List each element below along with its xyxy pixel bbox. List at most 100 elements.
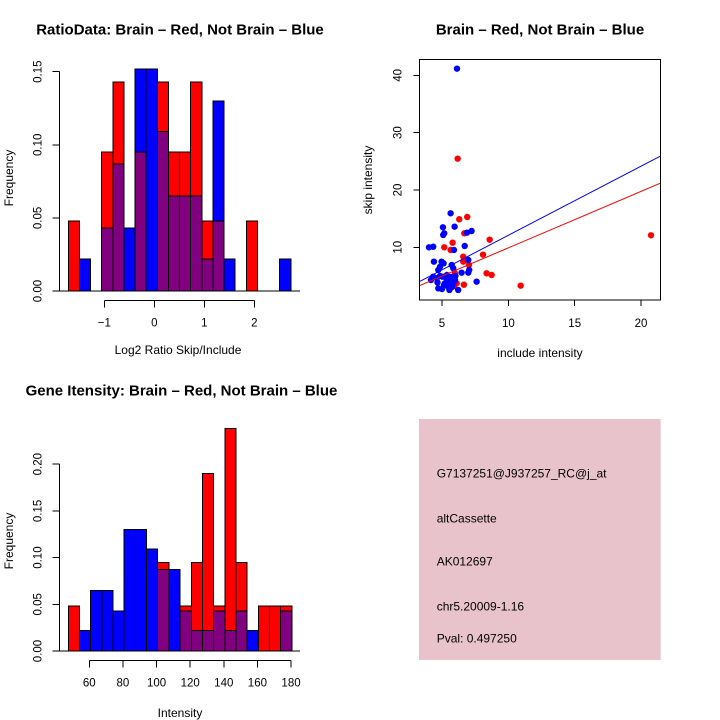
bar-not-brain — [146, 548, 159, 652]
scatter-plot-box — [418, 58, 661, 301]
bar-overlap — [167, 195, 181, 292]
point-brain — [464, 213, 471, 221]
probe-id-text: G7137251@J937257_RC@j_at — [437, 466, 607, 480]
bar-brain — [67, 220, 80, 292]
ratio-histogram-ylabel: Frequency — [2, 150, 16, 207]
x-tick-label: 180 — [281, 678, 300, 690]
bar-not-brain — [101, 589, 114, 652]
point-not-brain — [438, 285, 446, 293]
point-brain — [456, 216, 463, 223]
point-not-brain — [465, 269, 472, 276]
accession-text: AK012697 — [437, 555, 493, 569]
bar-overlap — [156, 131, 169, 292]
bar-not-brain — [223, 258, 236, 292]
point-not-brain — [458, 269, 465, 276]
y-tick-label: 0.15 — [33, 61, 45, 83]
bar-overlap — [212, 220, 225, 292]
point-not-brain — [473, 278, 480, 285]
point-brain — [647, 232, 655, 239]
bar-overlap — [201, 258, 214, 292]
bar-brain — [245, 220, 258, 292]
bar-overlap — [179, 195, 192, 292]
point-not-brain — [439, 224, 447, 231]
point-not-brain — [454, 286, 462, 294]
bar-brain — [224, 428, 237, 652]
intensity-histogram-xlabel: Intensity — [158, 706, 203, 720]
bar-overlap — [201, 629, 215, 652]
x-tick-label: 100 — [147, 678, 166, 690]
point-brain — [479, 251, 487, 258]
ratio-histogram-panel: RatioData: Brain – Red, Not Brain – Blue… — [2, 22, 324, 358]
fit-line-not-brain — [419, 155, 661, 283]
y-tick-label: 0.05 — [33, 207, 45, 229]
ratio-histogram-bars — [67, 68, 292, 292]
point-brain — [488, 271, 495, 279]
x-tick-label: 2 — [251, 318, 257, 330]
y-tick-label: 40 — [393, 69, 405, 82]
scatter-panel: Brain – Red, Not Brain – Blue 5 10 15 20 10 2… — [361, 22, 661, 360]
x-tick-label: 140 — [214, 678, 233, 690]
point-not-brain — [450, 246, 458, 254]
point-brain — [454, 155, 461, 162]
ratio-histogram-title: RatioData: Brain – Red, Not Brain – Blue — [36, 22, 324, 39]
y-tick-label: 10 — [393, 241, 405, 254]
y-tick-label: 0.10 — [33, 546, 45, 568]
info-panel: G7137251@J937257_RC@j_at altCassette AK0… — [419, 419, 661, 660]
point-not-brain — [451, 223, 458, 230]
x-tick-label: 80 — [117, 678, 130, 690]
bar-overlap — [213, 610, 226, 652]
y-tick-label: 0.15 — [33, 500, 45, 522]
x-tick-label: 1 — [201, 318, 207, 330]
bar-not-brain — [112, 610, 125, 652]
y-tick-label: 0.10 — [33, 134, 45, 156]
intensity-histogram-title: Gene Itensity: Brain – Red, Not Brain – … — [26, 383, 338, 400]
bar-overlap — [224, 629, 237, 652]
point-not-brain — [461, 242, 468, 250]
intensity-histogram-bars — [67, 428, 293, 652]
point-brain — [483, 270, 490, 277]
scatter-points — [425, 65, 655, 294]
bar-not-brain — [123, 227, 136, 292]
point-not-brain — [430, 258, 438, 265]
y-tick-label: 30 — [393, 126, 405, 139]
y-tick-label: 0.05 — [33, 593, 45, 615]
location-text: chr5.20009-1.16 — [437, 600, 525, 614]
x-tick-label: 60 — [83, 678, 96, 690]
bar-not-brain — [145, 68, 158, 292]
scatter-ylabel: skip intensity — [361, 146, 375, 215]
point-not-brain — [435, 266, 442, 274]
point-brain — [486, 236, 493, 243]
bar-not-brain — [90, 589, 103, 652]
x-tick-label: 5 — [439, 318, 445, 330]
x-tick-label: 10 — [502, 318, 515, 330]
bar-not-brain — [246, 629, 259, 652]
bar-not-brain — [78, 629, 92, 652]
point-not-brain — [434, 279, 441, 286]
point-not-brain — [465, 256, 472, 264]
bar-overlap — [179, 610, 192, 652]
point-brain — [441, 244, 448, 251]
point-not-brain — [453, 65, 461, 72]
bar-not-brain — [279, 258, 292, 292]
scatter-title: Brain – Red, Not Brain – Blue — [436, 22, 644, 39]
point-not-brain — [430, 243, 437, 250]
point-brain — [460, 281, 468, 288]
bar-not-brain — [78, 258, 92, 292]
x-tick-label: 160 — [248, 678, 267, 690]
x-tick-label: 0 — [151, 318, 157, 330]
intensity-histogram-axes: 0.00 0.05 0.10 0.15 0.20 60 80 100 120 140 160 180 — [33, 453, 301, 689]
point-not-brain — [440, 260, 447, 267]
pval-text: Pval: 0.497250 — [437, 631, 517, 645]
x-tick-label: 15 — [568, 318, 581, 330]
x-tick-label: −1 — [98, 318, 111, 330]
bar-brain — [257, 605, 271, 652]
bar-brain — [201, 473, 215, 652]
point-not-brain — [439, 231, 447, 239]
fit-line-brain — [419, 182, 661, 287]
bar-overlap — [190, 195, 203, 292]
x-tick-label: 120 — [181, 678, 200, 690]
bar-overlap — [190, 629, 203, 652]
y-tick-label: 0.00 — [33, 640, 45, 662]
point-not-brain — [446, 286, 453, 294]
